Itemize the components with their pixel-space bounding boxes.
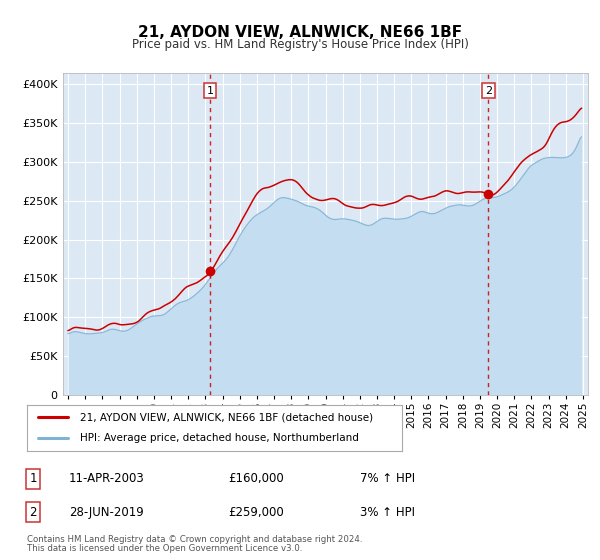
- Text: 7% ↑ HPI: 7% ↑ HPI: [360, 472, 415, 486]
- Text: This data is licensed under the Open Government Licence v3.0.: This data is licensed under the Open Gov…: [27, 544, 302, 553]
- Text: HPI: Average price, detached house, Northumberland: HPI: Average price, detached house, Nort…: [79, 433, 358, 444]
- Text: 1: 1: [29, 472, 37, 486]
- Text: £259,000: £259,000: [228, 506, 284, 519]
- Text: 3% ↑ HPI: 3% ↑ HPI: [360, 506, 415, 519]
- Text: Contains HM Land Registry data © Crown copyright and database right 2024.: Contains HM Land Registry data © Crown c…: [27, 535, 362, 544]
- Text: 1: 1: [207, 86, 214, 96]
- Text: 21, AYDON VIEW, ALNWICK, NE66 1BF (detached house): 21, AYDON VIEW, ALNWICK, NE66 1BF (detac…: [79, 412, 373, 422]
- Text: 2: 2: [29, 506, 37, 519]
- Text: 11-APR-2003: 11-APR-2003: [69, 472, 145, 486]
- Text: Price paid vs. HM Land Registry's House Price Index (HPI): Price paid vs. HM Land Registry's House …: [131, 38, 469, 51]
- Text: 28-JUN-2019: 28-JUN-2019: [69, 506, 144, 519]
- Text: £160,000: £160,000: [228, 472, 284, 486]
- Text: 21, AYDON VIEW, ALNWICK, NE66 1BF: 21, AYDON VIEW, ALNWICK, NE66 1BF: [138, 25, 462, 40]
- Text: 2: 2: [485, 86, 492, 96]
